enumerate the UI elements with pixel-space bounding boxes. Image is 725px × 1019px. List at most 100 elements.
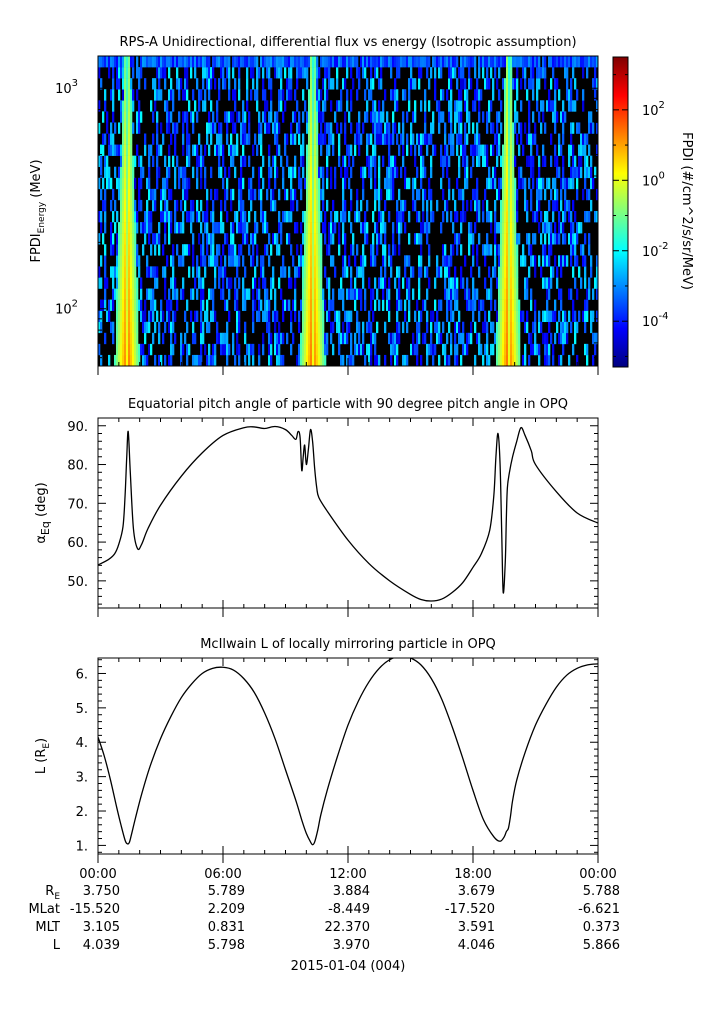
spectrogram-cell	[308, 354, 311, 366]
spectrogram-cell	[214, 122, 217, 134]
spectrogram-cell	[110, 299, 113, 311]
spectrogram-cell	[118, 332, 121, 345]
spectrogram-cell	[304, 177, 307, 190]
spectrogram-cell	[482, 155, 485, 168]
spectrogram-cell	[102, 111, 105, 123]
spectrogram-cell	[464, 144, 467, 156]
spectrogram-cell	[234, 354, 237, 366]
spectrogram-cell	[274, 155, 277, 168]
spectrogram-cell	[148, 233, 151, 245]
spectrogram-cell	[306, 277, 309, 289]
spectrogram-cell	[202, 321, 205, 334]
spectrogram-cell	[486, 233, 489, 245]
spectrogram-cell	[558, 288, 561, 300]
spectrogram-cell	[472, 144, 475, 156]
spectrogram-cell	[384, 222, 387, 234]
spectrogram-cell	[212, 122, 215, 134]
spectrogram-cell	[310, 67, 313, 79]
spectrogram-cell	[372, 310, 375, 323]
spectrogram-cell	[110, 222, 113, 234]
spectrogram-cell	[296, 199, 299, 212]
spectrogram-cell	[332, 199, 335, 212]
spectrogram-cell	[450, 78, 453, 90]
spectrogram-cell	[340, 354, 343, 366]
spectrogram-cell	[202, 244, 205, 256]
spectrogram-cell	[334, 266, 337, 278]
spectrogram-cell	[344, 78, 347, 90]
spectrogram-cell	[294, 89, 297, 101]
spectrogram-cell	[372, 100, 375, 112]
spectrogram-cell	[122, 299, 125, 311]
spectrogram-cell	[424, 100, 427, 112]
spectrogram-cell	[182, 222, 185, 234]
spectrogram-cell	[374, 188, 377, 201]
spectrogram-cell	[554, 199, 557, 212]
spectrogram-cell	[538, 255, 541, 267]
spectrogram-cell	[486, 332, 489, 345]
spectrogram-cell	[384, 321, 387, 334]
spectrogram-cell	[282, 255, 285, 267]
spectrogram-cell	[302, 133, 305, 145]
spectrogram-cell	[276, 56, 279, 68]
spectrogram-cell	[116, 299, 119, 311]
spectrogram-cell	[408, 310, 411, 323]
spectrogram-cell	[308, 299, 311, 311]
spectrogram-cell	[134, 321, 137, 334]
spectrogram-cell	[282, 177, 285, 190]
spectrogram-cell	[318, 177, 321, 190]
spectrogram-cell	[372, 288, 375, 300]
spectrogram-cell	[446, 155, 449, 168]
spectrogram-cell	[504, 277, 507, 289]
spectrogram-cell	[274, 332, 277, 345]
spectrogram-cell	[290, 133, 293, 145]
spectrogram-cell	[200, 354, 203, 366]
spectrogram-cell	[560, 288, 563, 300]
spectrogram-cell	[472, 56, 475, 68]
spectrogram-cell	[540, 266, 543, 278]
spectrogram-cell	[200, 199, 203, 212]
spectrogram-cell	[238, 321, 241, 334]
spectrogram-cell	[314, 233, 317, 245]
spectrogram-cell	[344, 56, 347, 68]
spectrogram-cell	[480, 56, 483, 68]
spectrogram-cell	[378, 166, 381, 179]
spectrogram-cell	[590, 56, 593, 68]
spectrogram-cell	[230, 199, 233, 212]
spectrogram-cell	[100, 310, 103, 323]
spectrogram-cell	[560, 321, 563, 334]
spectrogram-cell	[348, 255, 351, 267]
spectrogram-cell	[500, 177, 503, 190]
spectrogram-cell	[350, 67, 353, 79]
spectrogram-cell	[188, 211, 191, 223]
spectrogram-cell	[398, 222, 401, 234]
spectrogram-cell	[316, 354, 319, 366]
spectrogram-cell	[508, 188, 511, 201]
spectrogram-cell	[460, 354, 463, 366]
spectrogram-cell	[208, 321, 211, 334]
spectrogram-cell	[438, 332, 441, 345]
spectrogram-cell	[516, 343, 519, 356]
spectrogram-cell	[540, 177, 543, 190]
spectrogram-cell	[182, 288, 185, 300]
spectrogram-cell	[270, 199, 273, 212]
spectrogram-cell	[532, 111, 535, 123]
spectrogram-cell	[374, 299, 377, 311]
spectrogram-cell	[160, 211, 163, 223]
spectrogram-cell	[530, 56, 533, 68]
spectrogram-cell	[534, 56, 537, 68]
spectrogram-cell	[280, 67, 283, 79]
spectrogram-cell	[502, 332, 505, 345]
spectrogram-cell	[196, 288, 199, 300]
spectrogram-cell	[416, 299, 419, 311]
spectrogram-cell	[312, 56, 315, 68]
spectrogram-cell	[258, 310, 261, 323]
spectrogram-cell	[232, 255, 235, 267]
spectrogram-cell	[426, 233, 429, 245]
spectrogram-cell	[436, 266, 439, 278]
spectrogram-cell	[188, 155, 191, 168]
spectrogram-cell	[310, 211, 313, 223]
spectrogram-cell	[436, 56, 439, 68]
spectrogram-cell	[294, 111, 297, 123]
spectrogram-cell	[498, 321, 501, 334]
spectrogram-cell	[290, 56, 293, 68]
